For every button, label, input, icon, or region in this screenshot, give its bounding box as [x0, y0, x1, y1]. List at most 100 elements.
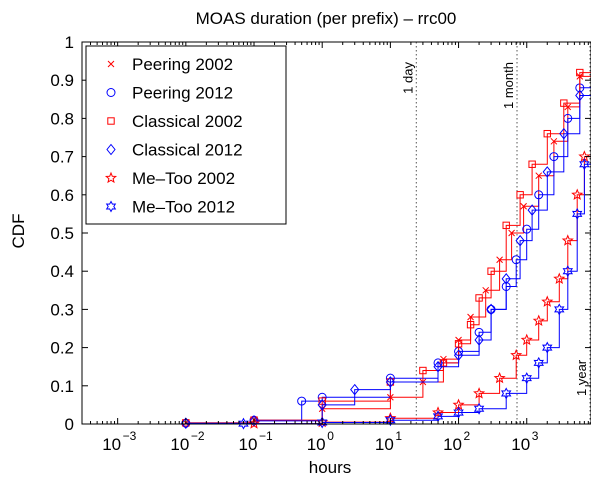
legend-marker — [105, 200, 117, 213]
data-point — [502, 221, 510, 230]
x-tick-label-exponent: 1 — [395, 429, 402, 443]
y-tick-label: 0.3 — [50, 300, 74, 319]
legend-item: Peering 2002 — [107, 55, 233, 74]
x-tick-label-exponent: −1 — [259, 429, 273, 443]
data-point — [576, 68, 584, 77]
legend-label: Peering 2002 — [132, 55, 233, 74]
data-point — [522, 224, 532, 234]
data-point — [439, 359, 448, 367]
data-point — [520, 202, 527, 210]
data-point — [542, 166, 552, 178]
data-point — [467, 313, 474, 321]
data-point — [501, 273, 511, 285]
data-point — [559, 127, 569, 140]
data-point — [454, 340, 463, 348]
data-point — [528, 160, 536, 168]
y-tick-label: 0.4 — [50, 262, 74, 281]
y-tick-label: 0 — [65, 415, 74, 434]
data-point — [554, 303, 565, 316]
x-tick-label-exponent: −3 — [123, 429, 137, 443]
data-point — [533, 356, 544, 369]
data-point — [508, 229, 515, 237]
legend-label: Me–Too 2012 — [132, 198, 235, 217]
x-tick-label-exponent: 0 — [327, 429, 334, 443]
reference-line-label: 1 day — [400, 62, 415, 94]
data-point — [433, 360, 443, 373]
data-point — [486, 303, 496, 316]
chart-title: MOAS duration (per prefix) – rrc00 — [196, 9, 457, 28]
y-tick-label: 0.9 — [50, 71, 74, 90]
legend-label: Peering 2012 — [132, 84, 233, 103]
data-point — [571, 188, 584, 200]
data-point — [297, 396, 307, 406]
legend-marker — [106, 143, 116, 156]
data-point — [432, 406, 445, 418]
y-tick-label: 0.5 — [50, 224, 74, 243]
data-point — [575, 89, 585, 102]
legend-item: Classical 2002 — [107, 112, 243, 131]
data-point — [419, 366, 427, 375]
reference-line-label: 1 month — [501, 62, 516, 109]
data-point — [549, 152, 559, 162]
x-tick-label-exponent: −2 — [191, 429, 205, 443]
data-point — [541, 295, 554, 307]
x-tick-label: 10 — [170, 435, 189, 454]
data-point — [561, 234, 574, 246]
data-point — [466, 320, 475, 329]
series-line — [82, 80, 591, 425]
legend-marker — [104, 171, 118, 184]
data-point — [542, 341, 553, 354]
x-tick-label: 10 — [511, 435, 530, 454]
data-point — [532, 314, 545, 326]
data-point — [543, 129, 551, 138]
data-point — [453, 406, 464, 419]
legend-marker — [106, 88, 116, 97]
data-point — [571, 207, 583, 220]
data-point — [493, 371, 506, 384]
data-point — [520, 333, 533, 346]
legend-item: Me–Too 2012 — [105, 198, 235, 217]
data-point — [350, 383, 360, 396]
data-point — [564, 103, 572, 111]
y-tick-label: 0.6 — [50, 186, 74, 205]
y-tick-label: 0.1 — [50, 377, 74, 396]
y-tick-label: 1 — [65, 33, 74, 52]
data-point — [510, 348, 523, 361]
legend-item: Peering 2012 — [106, 84, 233, 103]
legend-label: Classical 2002 — [132, 112, 243, 131]
y-axis-label: CDF — [9, 214, 28, 249]
data-point — [500, 387, 512, 400]
data-point — [385, 376, 396, 388]
data-point — [515, 234, 525, 247]
data-point — [560, 99, 568, 107]
data-point — [487, 267, 495, 275]
data-point — [317, 399, 327, 411]
legend-label: Me–Too 2002 — [132, 169, 235, 188]
data-point — [316, 416, 328, 429]
data-point — [475, 294, 483, 302]
data-point — [496, 256, 503, 264]
reference-line-label: 1 year — [574, 359, 589, 396]
x-axis-label: hours — [309, 458, 352, 477]
data-point — [455, 336, 462, 344]
legend-marker — [107, 117, 115, 125]
y-tick-label: 0.8 — [50, 109, 74, 128]
data-point — [527, 204, 537, 216]
data-point — [562, 265, 574, 278]
data-point — [473, 402, 485, 415]
data-point — [534, 190, 544, 200]
x-tick-label: 10 — [239, 435, 258, 454]
data-point — [553, 272, 566, 284]
x-tick-label-exponent: 2 — [464, 429, 471, 443]
y-tick-label: 0.7 — [50, 148, 74, 167]
data-point — [473, 387, 486, 399]
data-point — [550, 137, 558, 145]
y-tick-label: 0.2 — [50, 339, 74, 358]
legend-box — [85, 45, 287, 225]
data-point — [521, 372, 532, 385]
legend-item: Me–Too 2002 — [104, 169, 235, 188]
legend-marker — [107, 60, 115, 68]
data-point — [385, 414, 396, 427]
